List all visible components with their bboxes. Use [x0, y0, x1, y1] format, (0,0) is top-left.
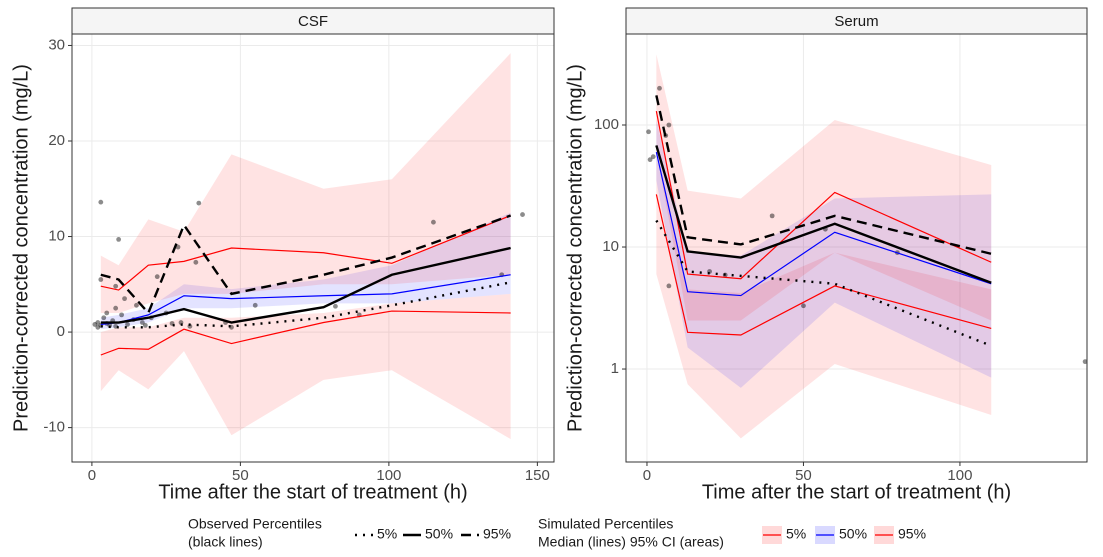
line [100, 214, 511, 291]
legend-label: 95% [898, 526, 926, 542]
panel [72, 34, 554, 462]
y-tick-label: 0 [57, 323, 65, 340]
y-tick-label: 100 [594, 116, 619, 133]
y-tick-label: 10 [48, 228, 65, 245]
observation [520, 212, 525, 217]
observation [1082, 359, 1087, 365]
line [655, 194, 992, 336]
observation [92, 322, 98, 327]
legend-title: Observed Percentiles [188, 516, 322, 532]
x-tick-label: 100 [947, 467, 972, 484]
x-tick-label: 0 [643, 467, 651, 484]
observation [801, 303, 806, 309]
observation [113, 283, 119, 289]
observation [95, 320, 101, 325]
legend-label: 5% [786, 526, 806, 542]
legend-label: 5% [377, 526, 397, 542]
x-tick-label: 50 [795, 467, 812, 484]
y-tick-label: 30 [48, 36, 65, 53]
x-tick-label: 100 [376, 467, 401, 484]
line [100, 310, 511, 356]
x-tick-label: 0 [88, 467, 96, 484]
line [655, 145, 992, 284]
line [655, 219, 992, 347]
legend-label: 50% [425, 526, 453, 542]
observation [252, 302, 258, 308]
observation [142, 322, 148, 328]
observation [196, 200, 202, 206]
ci-area [656, 156, 992, 439]
strip [71, 7, 555, 35]
strip-label: CSF [298, 13, 328, 30]
observation [657, 85, 662, 91]
y-axis-title: Prediction-corrected concentration (mg/L… [10, 64, 32, 432]
observation [122, 296, 127, 302]
legend-label: 50% [839, 526, 867, 542]
observation [666, 283, 672, 289]
observation [104, 310, 110, 316]
observation [134, 302, 139, 308]
line [100, 246, 511, 324]
legend-title: Median (lines) 95% CI (areas) [538, 534, 724, 550]
line [655, 95, 992, 255]
panel-border [71, 33, 555, 463]
x-axis-title: Time after the start of treatment (h) [702, 481, 1011, 503]
panel [626, 34, 1087, 462]
y-tick-label: 1 [611, 360, 619, 377]
legend-title: (black lines) [188, 534, 263, 550]
observation [666, 122, 672, 128]
observation [139, 320, 145, 325]
observation [647, 157, 653, 163]
y-tick-label: -10 [43, 419, 65, 436]
y-axis-title: Prediction-corrected concentration (mg/L… [564, 64, 586, 432]
y-tick-label: 10 [602, 238, 619, 255]
line [100, 281, 511, 329]
strip-label: Serum [834, 13, 878, 30]
legend-label: 95% [483, 526, 511, 542]
observation [154, 274, 160, 280]
observation [98, 199, 104, 205]
observation [95, 324, 101, 330]
observation [113, 305, 119, 311]
observation [125, 322, 130, 327]
observation [193, 259, 199, 265]
ci-area [656, 54, 992, 321]
ci-area [100, 293, 511, 440]
x-axis-title: Time after the start of treatment (h) [158, 481, 467, 503]
strip [625, 7, 1088, 35]
observation [116, 237, 122, 242]
observation [646, 129, 651, 135]
observation [333, 303, 338, 309]
panel-border [625, 33, 1088, 463]
observation [431, 219, 436, 225]
line [655, 151, 992, 297]
y-tick-label: 20 [48, 132, 65, 149]
ci-area [100, 212, 511, 330]
legend-title: Simulated Percentiles [538, 516, 673, 532]
line [100, 214, 512, 316]
observation [650, 154, 656, 160]
plot-layer [92, 53, 525, 440]
observation [101, 315, 107, 321]
ci-area [100, 53, 511, 313]
ci-area [656, 119, 992, 388]
observation [98, 277, 104, 282]
x-tick-label: 50 [232, 467, 249, 484]
x-tick-label: 150 [525, 467, 550, 484]
observation [769, 213, 775, 219]
plot-layer [646, 54, 1087, 439]
observation [119, 312, 124, 318]
